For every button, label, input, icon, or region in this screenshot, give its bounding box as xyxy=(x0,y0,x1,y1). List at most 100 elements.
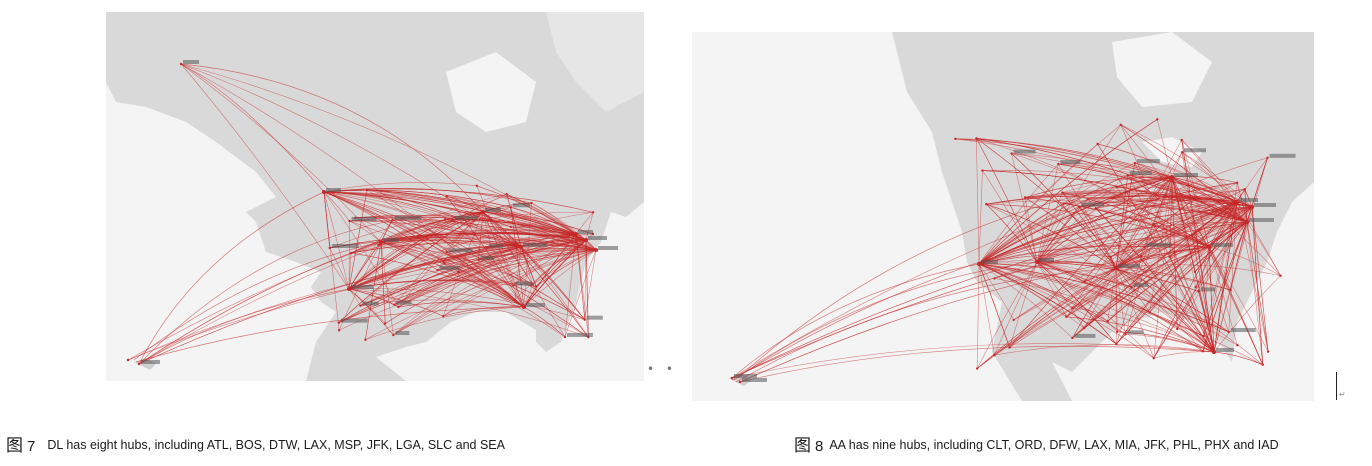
route-line xyxy=(348,288,444,317)
figure-prefix: 图 xyxy=(794,436,811,456)
route-line xyxy=(329,211,484,249)
route-line xyxy=(978,263,995,356)
hub-airport-dot xyxy=(977,262,981,266)
airport-dot xyxy=(391,218,394,222)
route-line xyxy=(978,143,1098,265)
route-line xyxy=(523,284,534,308)
airport-label-smudge xyxy=(1146,242,1172,247)
aa-route-map xyxy=(692,32,1314,401)
route-line xyxy=(1097,143,1253,208)
airport-label-smudge xyxy=(1211,243,1233,247)
airport-dot xyxy=(416,236,420,240)
airport-label-smudge xyxy=(141,360,160,364)
route-line xyxy=(1198,291,1215,353)
route-line xyxy=(523,239,587,308)
airport-dot xyxy=(1057,162,1060,166)
route-line xyxy=(1171,176,1193,236)
route-line xyxy=(409,211,484,240)
route-line xyxy=(1011,153,1038,263)
route-line xyxy=(1120,124,1253,208)
airport-label-smudge xyxy=(1230,328,1256,333)
route-line xyxy=(1009,261,1038,348)
airport-dot xyxy=(477,258,480,262)
route-line xyxy=(1072,221,1248,339)
route-line xyxy=(1169,176,1173,257)
greenland xyxy=(546,12,644,112)
route-line xyxy=(398,246,522,308)
route-line xyxy=(323,191,453,221)
route-line xyxy=(564,249,597,338)
airport-dot xyxy=(443,261,446,265)
long-haul-route-line xyxy=(133,241,382,361)
route-line xyxy=(1058,163,1248,223)
long-haul-route-line xyxy=(180,63,325,193)
long-haul-route-line xyxy=(138,288,350,365)
airport-dot xyxy=(1008,346,1011,349)
airport-label-smudge xyxy=(394,215,422,220)
airport-dot xyxy=(1168,255,1172,259)
route-line xyxy=(1115,267,1215,353)
route-line xyxy=(976,138,1038,263)
airport-dot xyxy=(359,304,362,307)
route-line xyxy=(1115,267,1263,365)
hub-airport-dot xyxy=(1245,220,1249,224)
airport-dot xyxy=(993,353,996,357)
route-line xyxy=(978,244,1210,265)
route-line xyxy=(348,253,352,290)
route-line xyxy=(1171,152,1183,178)
route-line xyxy=(1036,221,1248,263)
route-line xyxy=(978,263,1154,359)
route-line xyxy=(994,206,1253,356)
route-line xyxy=(378,244,525,308)
route-line xyxy=(986,203,1117,269)
airport-label-smudge xyxy=(340,318,368,323)
separator-dots: • • xyxy=(647,362,677,376)
airport-dot xyxy=(179,62,183,66)
airport-dot xyxy=(1115,342,1118,346)
route-line xyxy=(1115,152,1183,269)
hub-airport-dot xyxy=(519,245,523,249)
route-line xyxy=(506,193,587,241)
route-line xyxy=(1111,197,1248,223)
route-line xyxy=(323,191,331,248)
airport-dot xyxy=(1139,254,1143,258)
figure-prefix: 图 xyxy=(6,436,23,456)
airport-label-smudge xyxy=(1013,149,1036,154)
route-line xyxy=(1208,201,1238,248)
airport-dot xyxy=(1116,330,1119,333)
airport-label-smudge xyxy=(523,243,547,247)
airport-dot xyxy=(337,321,340,324)
route-line xyxy=(1213,351,1263,365)
route-line xyxy=(1036,261,1238,346)
route-line xyxy=(1095,208,1215,353)
airport-dot xyxy=(451,218,454,221)
airport-label-smudge xyxy=(734,374,757,378)
route-line xyxy=(978,221,1248,265)
airport-label-smudge xyxy=(598,246,618,250)
route-line xyxy=(1066,267,1117,318)
airport-dot xyxy=(1071,306,1074,309)
airport-dot xyxy=(1126,173,1130,177)
route-line xyxy=(348,288,394,336)
route-line xyxy=(986,200,1248,223)
airport-dot xyxy=(1130,285,1133,289)
hub-airport-dot xyxy=(322,190,326,194)
route-line xyxy=(978,263,1132,288)
text-cursor xyxy=(1336,372,1337,400)
airport-label-smudge xyxy=(1081,202,1105,207)
route-line xyxy=(1181,152,1238,203)
aa-route-map-svg xyxy=(728,32,1314,401)
hub-airport-dot xyxy=(1114,266,1118,270)
airport-dot xyxy=(1023,196,1027,199)
long-haul-route-line xyxy=(735,267,1117,383)
gulf-of-mexico xyxy=(1102,312,1222,382)
airport-dot xyxy=(1202,334,1205,338)
route-line xyxy=(978,263,1010,348)
route-line xyxy=(1024,197,1038,263)
route-line xyxy=(978,263,1117,345)
route-line xyxy=(323,188,532,204)
airport-label-smudge xyxy=(1129,171,1152,176)
route-line xyxy=(348,206,511,290)
airport-label-smudge xyxy=(485,208,501,212)
